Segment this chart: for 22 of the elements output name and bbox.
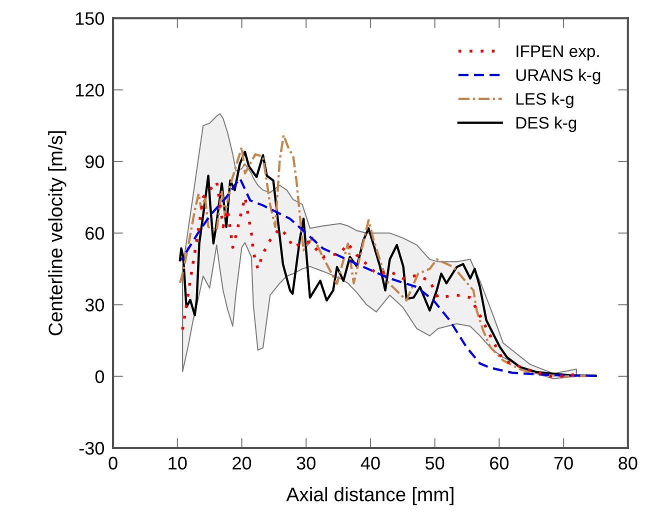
y-tick-label: -30 bbox=[79, 442, 104, 455]
x-tick-label: 30 bbox=[296, 456, 316, 470]
legend-label: URANS k-g bbox=[516, 68, 600, 84]
legend-label: DES k-g bbox=[516, 116, 576, 132]
y-tick-label: 60 bbox=[86, 227, 104, 240]
y-tick-label: 0 bbox=[95, 370, 104, 384]
x-tick-label: 70 bbox=[554, 456, 573, 470]
y-axis-title: Centerline velocity [m/s] bbox=[48, 131, 66, 336]
legend-label: LES k-g bbox=[516, 92, 574, 108]
x-tick-label: 80 bbox=[618, 456, 638, 470]
x-tick-label: 10 bbox=[168, 456, 187, 470]
x-axis-title: Axial distance [mm] bbox=[286, 487, 454, 506]
x-tick-label: 20 bbox=[232, 456, 252, 470]
y-tick-label: 30 bbox=[85, 298, 104, 312]
y-tick-label: 90 bbox=[85, 155, 104, 168]
x-tick-label: 60 bbox=[490, 456, 509, 470]
y-tick-label: 120 bbox=[76, 84, 104, 97]
x-tick-label: 40 bbox=[360, 456, 380, 470]
y-tick-label: 150 bbox=[76, 12, 104, 25]
x-tick-label: 0 bbox=[108, 456, 118, 470]
x-tick-label: 50 bbox=[426, 456, 444, 470]
legend-label: IFPEN exp. bbox=[516, 45, 599, 60]
